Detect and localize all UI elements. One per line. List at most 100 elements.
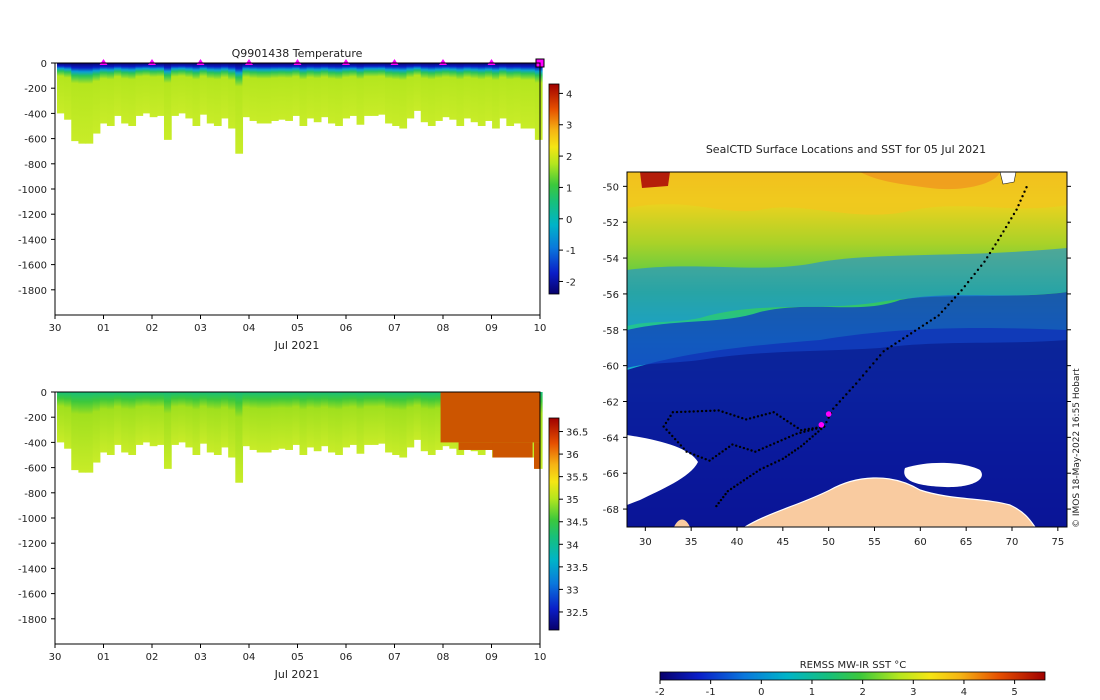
y-tick-label: -800 (24, 160, 47, 171)
profile-column (442, 63, 450, 118)
track-point (790, 451, 794, 454)
y-tick-label: -800 (24, 489, 47, 500)
salinity-colorbar-ticks: 32.5 33 33.5 34 34.5 35 35.5 36 36.5 (559, 428, 588, 619)
x-tick-label: 04 (243, 652, 256, 663)
x-tick-label: 06 (340, 323, 353, 334)
sst-colorbar-tick-label: 0 (758, 687, 764, 698)
profile-column (106, 63, 115, 126)
track-point (854, 382, 858, 385)
profile-column (299, 63, 308, 126)
profile-column (320, 392, 329, 447)
lon-tick-label: 55 (868, 537, 881, 548)
track-point (815, 427, 818, 430)
track-point (848, 389, 851, 392)
profile-column (92, 63, 101, 134)
colorbar-tick-label: 36 (566, 450, 579, 461)
lat-tick-label: -64 (603, 433, 619, 444)
track-point (1002, 230, 1005, 233)
profile-column (342, 392, 351, 448)
track-point (719, 498, 723, 502)
track-point (696, 410, 700, 413)
track-point (811, 435, 814, 438)
profile-column (399, 63, 408, 129)
profile-column (377, 392, 386, 444)
profile-column (385, 392, 393, 453)
profile-column (135, 63, 144, 116)
y-tick-label: -400 (24, 438, 47, 449)
lon-tick-label: 60 (914, 537, 927, 548)
sst-colorbar-tick-label: -2 (655, 687, 665, 698)
track-point (673, 437, 677, 441)
sst-colorbar-tick-label: 4 (961, 687, 967, 698)
profile-column (456, 63, 465, 126)
y-tick-label: -400 (24, 109, 47, 120)
profile-column (171, 63, 179, 116)
y-tick-label: -1600 (18, 590, 47, 601)
profile-column (57, 63, 65, 114)
colorbar-tick-label: -2 (566, 277, 576, 288)
profile-column (306, 392, 315, 448)
profile-column (527, 63, 536, 129)
track-point (832, 407, 835, 410)
temperature-y-axis: 0 -200 -400 -600 -800 -1000 -1200 -1400 -1600 -18… (18, 59, 55, 297)
profile-column (85, 63, 94, 144)
track-point (782, 417, 786, 421)
profile-column (213, 392, 222, 455)
track-point (1007, 221, 1010, 224)
track-point (729, 487, 733, 491)
track-point (721, 410, 724, 413)
track-point (970, 276, 973, 280)
x-tick-label: 10 (534, 652, 547, 663)
track-point (729, 413, 732, 416)
profile-column (142, 63, 151, 114)
track-point (769, 443, 772, 447)
profile-column (363, 63, 372, 116)
track-point (671, 434, 674, 438)
track-point (685, 450, 688, 453)
track-point (741, 416, 744, 420)
track-point (739, 481, 742, 484)
track-point (777, 459, 781, 462)
lat-tick-label: -54 (603, 254, 619, 265)
track-point (879, 354, 882, 357)
track-point (803, 430, 806, 433)
profile-column (135, 392, 144, 445)
track-point (986, 256, 989, 259)
track-point (787, 435, 791, 439)
track-point (755, 470, 758, 473)
y-tick-label: -1800 (18, 286, 47, 297)
lat-tick-label: -50 (603, 182, 619, 193)
track-point (721, 450, 724, 453)
profile-column (92, 392, 101, 463)
track-point (664, 421, 668, 425)
profile-column (349, 63, 358, 116)
profile-marker (487, 59, 496, 65)
track-point (700, 409, 704, 413)
profile-column (270, 63, 279, 121)
profile-column (192, 63, 201, 126)
lat-tick-label: -56 (603, 290, 619, 301)
track-point (835, 403, 838, 407)
colorbar-tick-label: 33.5 (566, 563, 588, 574)
colorbar-tick-label: 4 (566, 89, 572, 100)
track-point (872, 362, 875, 365)
y-tick-label: -600 (24, 464, 47, 475)
profile-column (221, 392, 229, 448)
colorbar-tick-label: 2 (566, 152, 572, 163)
track-point (737, 415, 740, 419)
sea-ice-west (627, 435, 698, 505)
profile-column (142, 392, 151, 443)
profile-column (370, 63, 379, 116)
sst-colorbar-tick-label: 1 (809, 687, 815, 698)
y-tick-label: -600 (24, 135, 47, 146)
temperature-panel: Q9901438 Temperature 0 -200 -400 -600 -800 -1… (18, 47, 576, 352)
track-point (886, 347, 889, 350)
track-point (963, 285, 967, 288)
lon-tick-label: 30 (639, 537, 652, 548)
track-point (724, 447, 728, 451)
track-point (662, 425, 665, 428)
track-point (1023, 190, 1026, 193)
profile-column (64, 392, 72, 449)
profile-column (413, 392, 422, 440)
